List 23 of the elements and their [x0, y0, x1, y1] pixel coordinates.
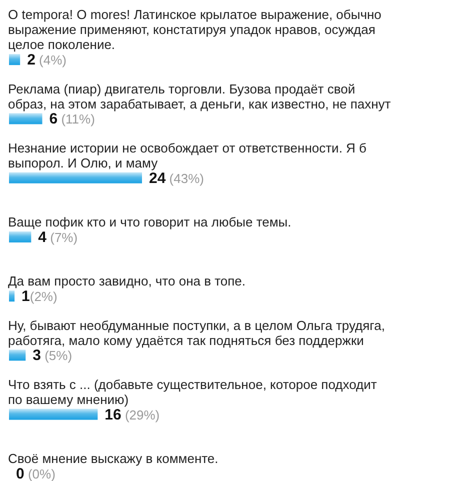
data-label: 16 (29%)	[104, 406, 160, 423]
y-tick-label: Ваще пофик кто и что говорит на любые темы.	[8, 214, 292, 230]
bar	[9, 113, 42, 124]
y-tick-label: Да вам просто завидно, что она в топе.	[8, 274, 246, 289]
data-label: 1(2%)	[22, 288, 58, 305]
bar	[9, 231, 32, 242]
data-label: 0 (0%)	[16, 464, 56, 481]
bar	[9, 54, 20, 66]
data-label: 24 (43%)	[149, 169, 204, 186]
bar	[9, 408, 98, 420]
y-tick-label: Незнание истории не освобождает от ответственности. Я б выпорол. И Олю, и маму	[8, 140, 366, 170]
y-tick-label: Реклама (пиар) двигатель торговли. Бузова продаёт свой образ, на этом зарабатывает, а деньги, как известно, не пахнут	[8, 81, 391, 112]
y-tick-label: Ну, бывают необдуманные поступки, а в целом Ольга трудяга, работяга, мало кому удаётся так подняться без поддержки	[8, 318, 385, 348]
data-label: 2 (4%)	[27, 51, 66, 68]
data-label: 4 (7%)	[38, 228, 78, 246]
y-tick-label: O tempora! O mores! Латинское крылатое выражение, обычно выражение применяют, констатируя упадок нравов, осуждая целое поколение.	[8, 7, 382, 52]
data-label: 6 (11%)	[49, 110, 95, 128]
y-tick-label: Своё мнение выскажу в комменте.	[8, 451, 218, 466]
bar	[9, 290, 15, 302]
data-label: 3 (5%)	[32, 346, 72, 364]
y-tick-label: Что взять с ... (добавьте существительное, которое подходит по вашему мнению)	[8, 376, 377, 407]
bar	[9, 172, 142, 184]
bar	[9, 350, 26, 361]
